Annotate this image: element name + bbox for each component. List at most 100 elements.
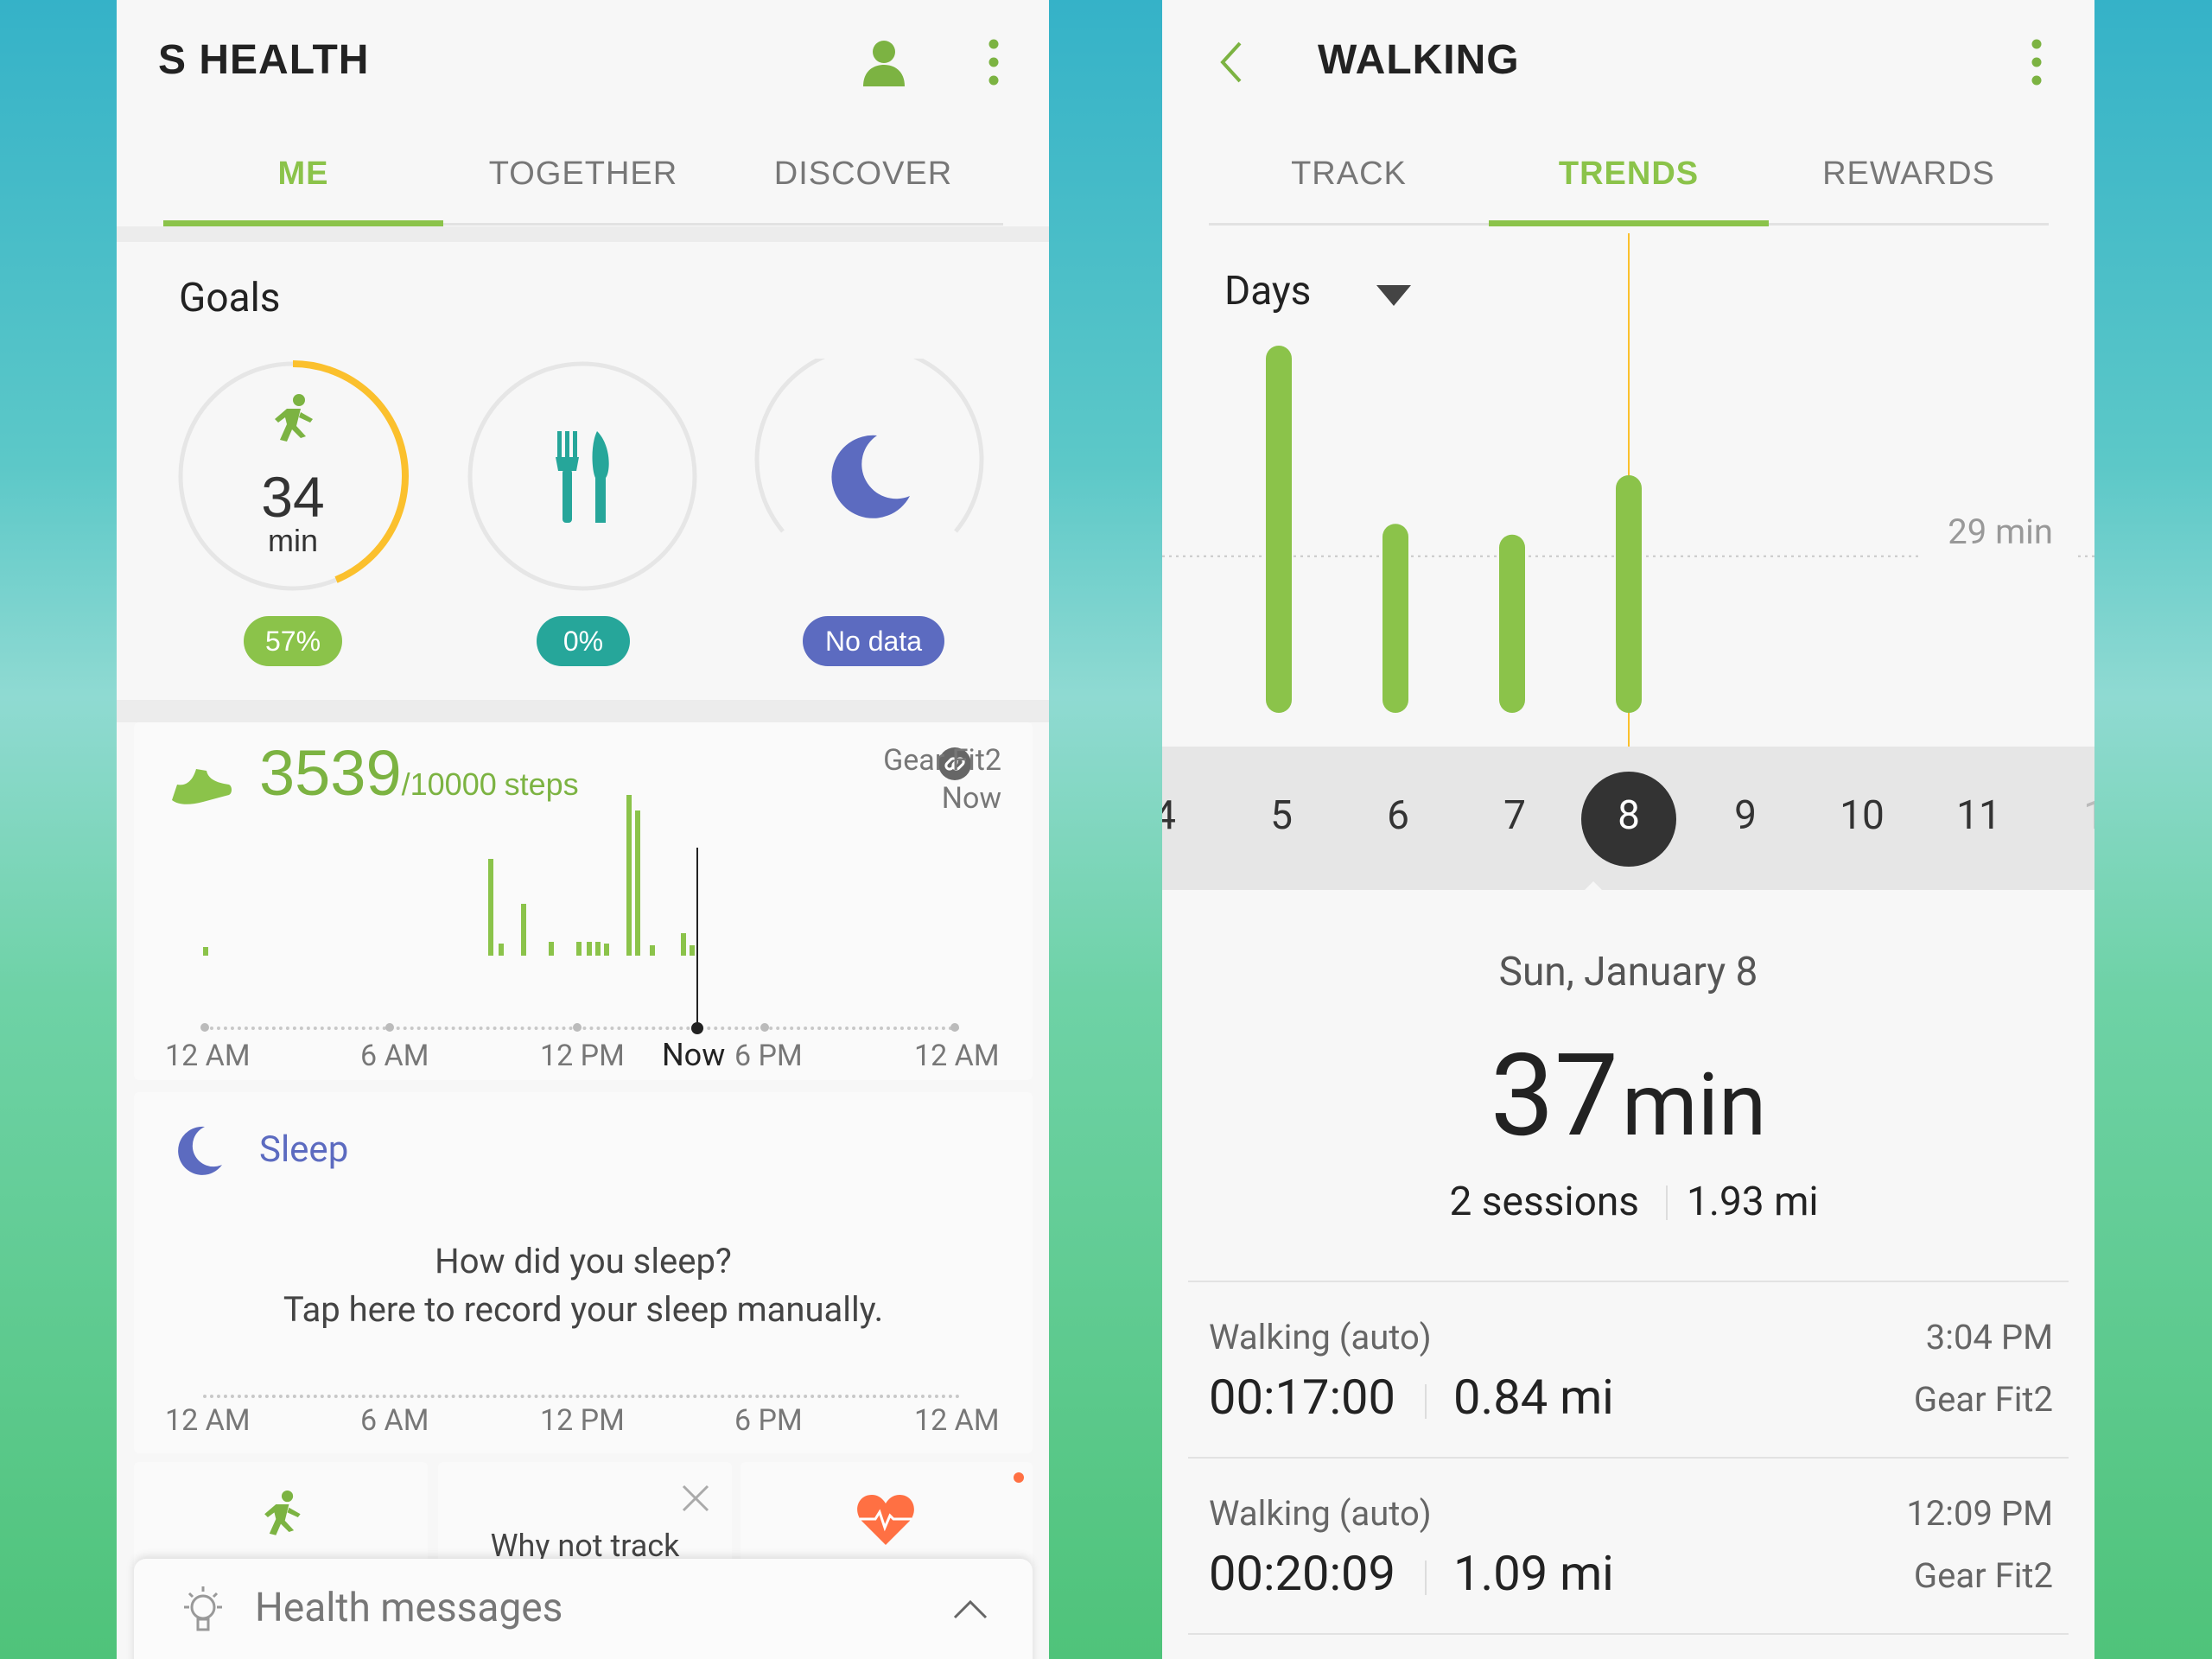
- session-time: 12:09 PM: [1906, 1493, 2053, 1534]
- steps-summary: 3539/10000 steps: [259, 736, 579, 810]
- goals-heading: Goals: [179, 275, 281, 321]
- day-9[interactable]: 9: [1734, 792, 1757, 839]
- steps-count: 3539: [259, 737, 402, 809]
- sleep-status-badge: No data: [803, 616, 944, 666]
- steps-bar: [488, 859, 493, 956]
- axis-label: 6 PM: [734, 1039, 803, 1073]
- trend-svg: [1162, 233, 2094, 747]
- trend-bar-day-7[interactable]: [1499, 534, 1525, 713]
- axis-label: 12 PM: [540, 1039, 625, 1073]
- session-device: Gear Fit2: [1913, 1379, 2053, 1420]
- close-icon[interactable]: [678, 1481, 713, 1516]
- steps-device: Gear Fit2: [883, 743, 1001, 778]
- axis-dot: [950, 1023, 959, 1032]
- moon-icon: [175, 1125, 224, 1177]
- profile-icon[interactable]: [860, 36, 908, 88]
- divider: [1425, 1384, 1427, 1419]
- running-icon: [255, 1490, 307, 1547]
- axis-label: 6 PM: [734, 1403, 803, 1438]
- more-options-icon[interactable]: [2028, 38, 2045, 86]
- running-icon: [266, 393, 318, 454]
- steps-bar: [576, 942, 582, 956]
- tab-trends[interactable]: TRENDS: [1558, 156, 1700, 192]
- session-distance: 0.84 mi: [1453, 1369, 1614, 1426]
- axis-dot: [573, 1023, 582, 1032]
- total-duration: 37 min: [1162, 1030, 2094, 1163]
- session-type: Walking (auto): [1209, 1493, 1432, 1534]
- divider: [1666, 1185, 1668, 1220]
- day-11[interactable]: 11: [1956, 792, 2001, 839]
- tab-indicator: [163, 220, 443, 226]
- tab-me[interactable]: ME: [277, 156, 329, 192]
- day-7[interactable]: 7: [1503, 792, 1526, 839]
- day-4[interactable]: 4: [1162, 792, 1176, 839]
- day-10[interactable]: 10: [1840, 792, 1885, 839]
- steps-card[interactable]: 3539/10000 steps Gear Fit2 Now: [134, 722, 1033, 1080]
- s-health-screen: S HEALTH ME TOGETHER DISCOVER Goals 34 m…: [117, 0, 1049, 1659]
- steps-bar: [650, 945, 655, 956]
- steps-bar: [587, 942, 592, 956]
- period-select[interactable]: Days: [1224, 268, 1312, 315]
- axis-dot: [200, 1023, 209, 1032]
- selected-date: Sun, January 8: [1498, 949, 1758, 995]
- back-icon[interactable]: [1216, 38, 1245, 86]
- section-gap: [117, 226, 1049, 242]
- heart-rate-icon: [856, 1493, 915, 1547]
- moon-icon: [825, 432, 913, 520]
- total-unit: min: [1622, 1055, 1767, 1156]
- sleep-title: Sleep: [259, 1128, 349, 1171]
- axis-label: 12 AM: [165, 1403, 251, 1438]
- day-5[interactable]: 5: [1270, 792, 1293, 839]
- section-gap: [117, 700, 1049, 722]
- steps-bar: [681, 933, 686, 956]
- suggestion-text: Why not track: [490, 1528, 680, 1564]
- chevron-up-icon[interactable]: [951, 1597, 989, 1621]
- trend-bar-day-6[interactable]: [1382, 524, 1408, 713]
- axis-dot: [760, 1023, 769, 1032]
- now-marker-line: [696, 848, 698, 1029]
- total-distance: 1.93 mi: [1687, 1179, 1819, 1225]
- steps-bar: [626, 795, 632, 956]
- steps-bar: [499, 944, 504, 956]
- steps-bar: [690, 945, 695, 956]
- selected-day-circle: [1581, 772, 1676, 867]
- tab-divider: [163, 223, 1003, 226]
- food-goal-ring[interactable]: [465, 359, 700, 594]
- session-duration: 00:17:00: [1209, 1369, 1395, 1426]
- tab-together[interactable]: TOGETHER: [488, 156, 678, 192]
- axis-dot: [385, 1023, 394, 1032]
- sleep-hint[interactable]: Tap here to record your sleep manually.: [283, 1289, 884, 1330]
- sleep-card[interactable]: Sleep How did you sleep? Tap here to rec…: [134, 1092, 1033, 1453]
- tab-track[interactable]: TRACK: [1291, 156, 1407, 192]
- dropdown-arrow-icon[interactable]: [1376, 285, 1411, 306]
- session-count: 2 sessions: [1449, 1179, 1639, 1225]
- link-icon: [938, 747, 972, 781]
- steps-axis-line: [203, 1027, 960, 1030]
- steps-sync-time: Now: [941, 781, 1001, 816]
- trend-bar-day-5[interactable]: [1266, 346, 1292, 713]
- axis-label: 6 AM: [360, 1039, 429, 1073]
- session-device: Gear Fit2: [1913, 1555, 2053, 1596]
- session-row[interactable]: Walking (auto) 00:17:00 0.84 mi 3:04 PM …: [1162, 1282, 2094, 1457]
- tab-rewards[interactable]: REWARDS: [1822, 156, 1995, 192]
- session-type: Walking (auto): [1209, 1317, 1432, 1357]
- tab-indicator: [1489, 220, 1769, 226]
- trend-bar-day-8[interactable]: [1616, 475, 1642, 713]
- day-next[interactable]: 1: [2083, 792, 2094, 839]
- axis-label: 6 AM: [360, 1403, 429, 1438]
- health-messages-bar[interactable]: Health messages: [134, 1559, 1033, 1659]
- day-6[interactable]: 6: [1387, 792, 1409, 839]
- session-row[interactable]: Walking (auto) 00:20:09 1.09 mi 12:09 PM…: [1162, 1459, 2094, 1633]
- steps-bar: [635, 810, 640, 956]
- sleep-axis-line: [203, 1395, 960, 1398]
- day-8[interactable]: 8: [1618, 792, 1640, 839]
- tab-discover[interactable]: DISCOVER: [773, 156, 953, 192]
- health-messages-label: Health messages: [255, 1585, 563, 1631]
- axis-label-now: Now: [662, 1037, 726, 1073]
- divider: [1188, 1633, 2069, 1635]
- selector-pointer: [1581, 881, 1605, 893]
- steps-bar: [549, 942, 554, 956]
- total-value: 37: [1490, 1030, 1619, 1163]
- more-options-icon[interactable]: [985, 38, 1002, 86]
- activity-goal-ring[interactable]: [175, 359, 410, 594]
